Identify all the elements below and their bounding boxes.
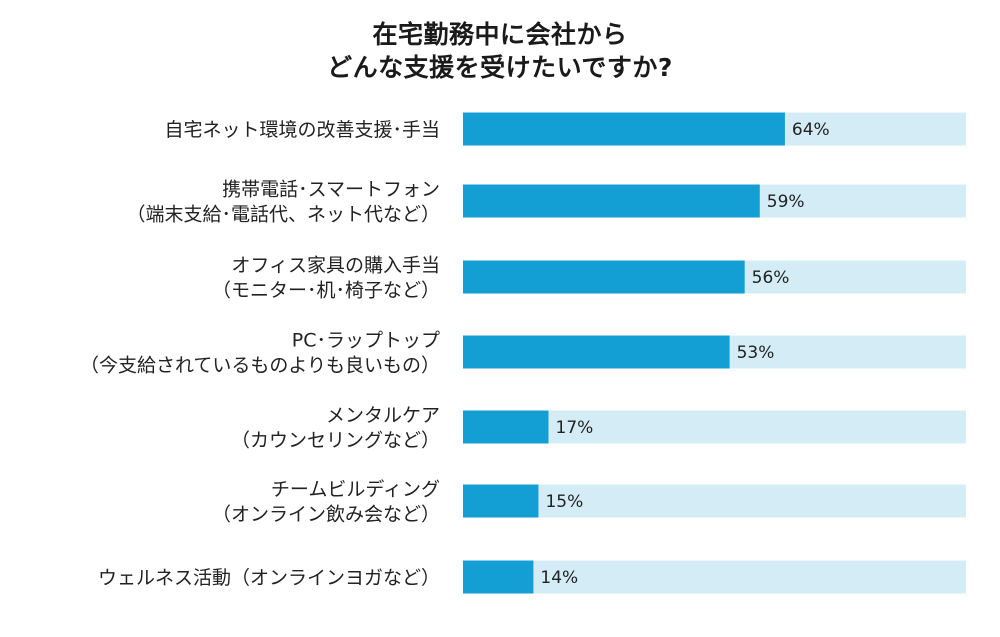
category-label: （今支給されているものよりも良いもの）: [80, 355, 440, 377]
category-label: （オンライン飲み会など）: [212, 504, 440, 526]
value-label: 14%: [540, 568, 578, 588]
bar: [463, 335, 730, 369]
bar: [463, 112, 785, 146]
value-label: 59%: [767, 192, 805, 212]
bar-track: [463, 484, 966, 518]
category-label: PC･ラップトップ: [292, 330, 440, 352]
category-label: （カウンセリングなど）: [231, 430, 440, 452]
value-label: 53%: [737, 343, 775, 363]
category-label: オフィス家具の購入手当: [231, 255, 440, 277]
value-label: 56%: [752, 268, 790, 288]
bar-track: [463, 560, 966, 594]
value-label: 15%: [545, 492, 583, 512]
category-label: 携帯電話･スマートフォン: [222, 179, 440, 201]
category-label: メンタルケア: [326, 405, 440, 427]
chart-title-line-2: どんな支援を受けたいですか?: [327, 53, 673, 82]
category-label: （モニター･机･椅子など）: [212, 280, 440, 302]
value-label: 17%: [556, 418, 594, 438]
category-label: チームビルディング: [271, 479, 440, 501]
category-label: （端末支給･電話代、ネット代など）: [126, 204, 440, 226]
bar: [463, 484, 539, 518]
bar: [463, 184, 760, 218]
category-label: ウェルネス活動（オンラインヨガなど）: [98, 567, 440, 589]
bar: [463, 260, 745, 294]
category-label: 自宅ネット環境の改善支援･手当: [164, 119, 440, 141]
value-label: 64%: [792, 120, 830, 140]
bar: [463, 410, 549, 444]
bar: [463, 560, 534, 594]
chart-title-line-1: 在宅勤務中に会社から: [372, 20, 628, 49]
